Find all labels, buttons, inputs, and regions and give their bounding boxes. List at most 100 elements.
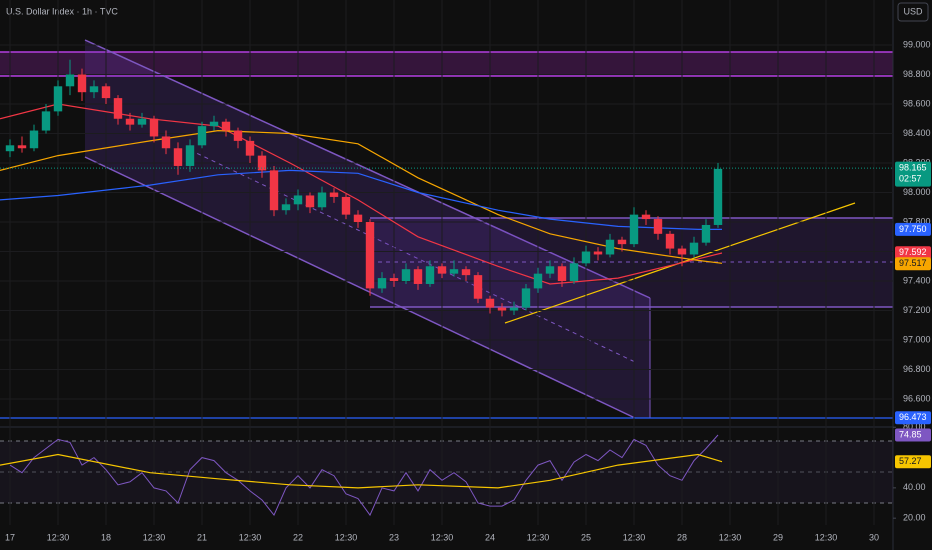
candle-body	[461, 269, 471, 276]
candle-body	[437, 266, 447, 274]
x-tick-label: 21	[197, 532, 207, 542]
x-tick-label: 25	[581, 532, 591, 542]
candle-body	[365, 222, 375, 289]
channel-lower	[84, 156, 636, 419]
candle-body	[389, 278, 399, 282]
x-tick-label: 12:30	[47, 532, 70, 542]
y-tick-label: 98.800	[903, 69, 931, 79]
candle-body	[473, 275, 483, 299]
currency-label[interactable]: USD	[903, 6, 923, 16]
candle-body	[509, 307, 519, 311]
candle-body	[401, 269, 411, 282]
candle-body	[689, 242, 699, 255]
candle-body	[5, 145, 15, 152]
candle-body	[29, 130, 39, 149]
x-tick-label: 22	[293, 532, 303, 542]
candle-body	[569, 263, 579, 282]
candle-body	[125, 118, 135, 125]
candle-body	[545, 266, 555, 274]
candle-body	[581, 251, 591, 264]
x-tick-label: 18	[101, 532, 111, 542]
candle-body	[185, 145, 195, 166]
candle-body	[149, 118, 159, 137]
rsi-band	[0, 441, 893, 503]
x-tick-label: 12:30	[335, 532, 358, 542]
moving-average	[0, 129, 723, 264]
y-tick-label: 97.000	[903, 334, 931, 344]
candle-body	[113, 98, 123, 119]
candle-body	[377, 278, 387, 289]
candle-body	[209, 121, 219, 127]
price-tag	[895, 455, 931, 469]
candle-body	[701, 224, 711, 243]
candle-body	[653, 219, 663, 234]
price-tag	[895, 428, 931, 442]
candle-body	[173, 148, 183, 166]
candle-body	[533, 273, 543, 289]
candle-body	[425, 266, 435, 284]
candle-body	[593, 251, 603, 255]
price-tag-label: 96.473	[899, 412, 927, 422]
candle-body	[245, 140, 255, 156]
chart-title: U.S. Dollar Index · 1h · TVC	[6, 6, 118, 16]
candle-body	[665, 233, 675, 249]
candle-body	[233, 130, 243, 141]
candle-body	[497, 307, 507, 311]
candle-body	[449, 269, 459, 274]
candle-body	[269, 170, 279, 211]
x-tick-label: 29	[773, 532, 783, 542]
y-tick-label: 99.000	[903, 39, 931, 49]
candle-body	[605, 239, 615, 255]
y-tick-label: 96.800	[903, 364, 931, 374]
x-tick-label: 12:30	[239, 532, 262, 542]
y-tick-label: 97.200	[903, 305, 931, 315]
price-tag-label: 74.85	[899, 429, 922, 439]
candle-body	[341, 196, 351, 215]
currency-button[interactable]	[897, 2, 929, 22]
candle-body	[17, 145, 27, 149]
candle-body	[161, 136, 171, 149]
channel-upper	[84, 39, 651, 299]
candle-body	[353, 214, 363, 223]
y-tick-label: 97.400	[903, 275, 931, 285]
x-tick-label: 12:30	[143, 532, 166, 542]
candle-body	[317, 192, 327, 208]
y-tick-label: 98.600	[903, 98, 931, 108]
candle-body	[305, 195, 315, 208]
x-tick-label: 17	[5, 532, 15, 542]
candle-body	[41, 111, 51, 131]
price-tag-label: 57.27	[899, 456, 922, 466]
candle-body	[77, 74, 87, 93]
rsi-ma	[0, 453, 723, 489]
price-tag	[895, 411, 931, 425]
candle-body	[629, 214, 639, 245]
moving-average	[0, 103, 723, 285]
candle-body	[137, 118, 147, 125]
candle-body	[413, 269, 423, 284]
price-tag	[895, 161, 931, 187]
channel-mid	[189, 149, 636, 363]
candle-body	[53, 86, 63, 112]
price-tag	[895, 246, 931, 260]
x-tick-label: 24	[485, 532, 495, 542]
rsi-tick-label: 80.00	[903, 422, 926, 432]
rsi-line	[9, 434, 719, 517]
x-tick-label: 12:30	[815, 532, 838, 542]
price-tag	[895, 257, 931, 271]
candle-body	[221, 121, 231, 131]
y-tick-label: 98.000	[903, 187, 931, 197]
x-tick-label: 12:30	[527, 532, 550, 542]
countdown: 02:57	[899, 174, 922, 184]
candle-body	[281, 204, 291, 211]
y-tick-label: 98.400	[903, 128, 931, 138]
candle-body	[89, 86, 99, 93]
candle-body	[557, 266, 567, 282]
x-tick-label: 12:30	[623, 532, 646, 542]
price-tag-label: 97.592	[899, 247, 927, 257]
price-tag-label: 98.165	[899, 163, 927, 173]
candle-body	[677, 248, 687, 255]
candle-body	[485, 298, 495, 308]
price-tag-label: 97.517	[899, 258, 927, 268]
x-tick-label: 28	[677, 532, 687, 542]
x-tick-label: 12:30	[719, 532, 742, 542]
